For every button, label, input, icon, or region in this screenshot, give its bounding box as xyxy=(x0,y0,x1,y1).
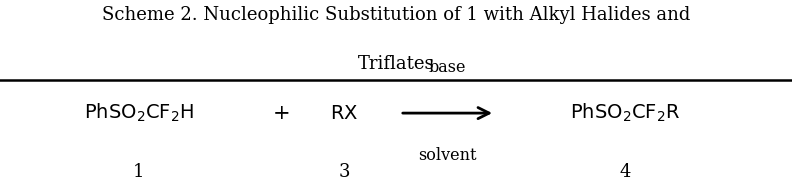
Text: 4: 4 xyxy=(620,163,631,181)
Text: $\mathrm{RX}$: $\mathrm{RX}$ xyxy=(330,104,359,123)
Text: +: + xyxy=(272,104,290,123)
Text: solvent: solvent xyxy=(418,146,477,164)
Text: 1: 1 xyxy=(133,163,144,181)
Text: $\mathrm{PhSO_2CF_2H}$: $\mathrm{PhSO_2CF_2H}$ xyxy=(83,102,194,124)
Text: Scheme 2. Nucleophilic Substitution of 1 with Alkyl Halides and: Scheme 2. Nucleophilic Substitution of 1… xyxy=(102,6,690,24)
Text: Triflates: Triflates xyxy=(358,55,434,73)
Text: base: base xyxy=(428,59,466,76)
Text: 3: 3 xyxy=(339,163,350,181)
Text: $\mathrm{PhSO_2CF_2R}$: $\mathrm{PhSO_2CF_2R}$ xyxy=(570,102,681,124)
